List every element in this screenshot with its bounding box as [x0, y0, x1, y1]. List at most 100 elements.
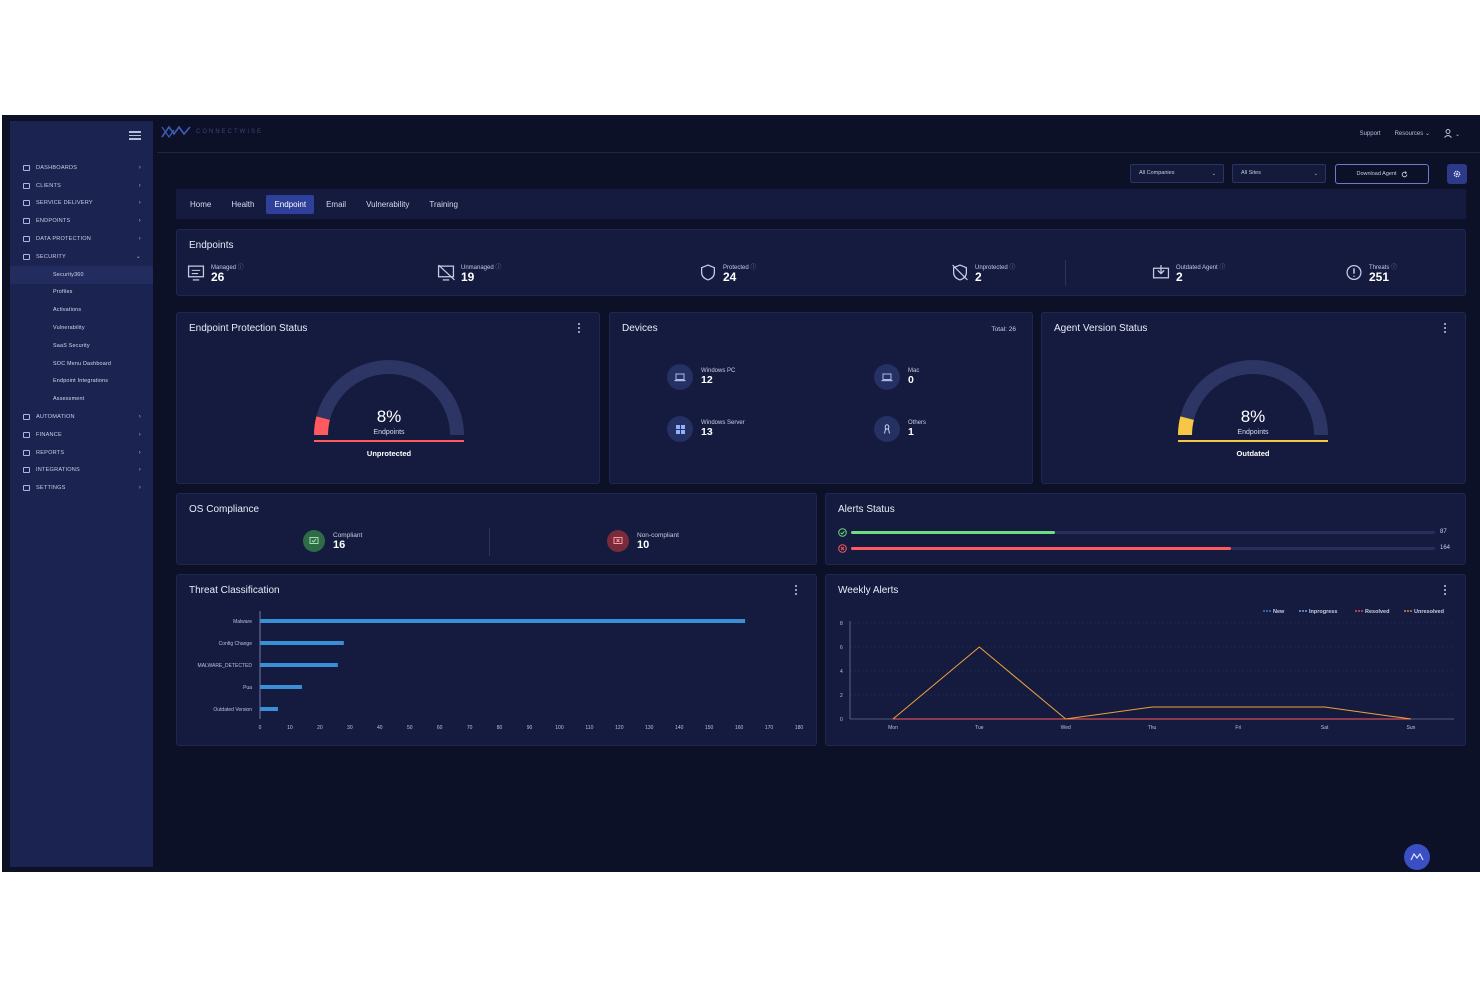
- agent-gauge-arc: [1178, 360, 1328, 436]
- protection-gauge: 8% Endpoints Unprotected: [309, 357, 469, 467]
- sidebar-item-service-delivery[interactable]: SERVICE DELIVERY ›: [10, 195, 153, 213]
- chevron-right-icon: ›: [138, 236, 141, 243]
- x-tick-label: 10: [287, 725, 293, 731]
- gear-icon: [1453, 170, 1461, 178]
- os-noncompliant[interactable]: Non-compliant 10: [607, 530, 679, 552]
- sidebar-item-label: SETTINGS: [36, 485, 66, 492]
- tab-training[interactable]: Training: [429, 199, 458, 209]
- threat-bar[interactable]: [260, 663, 338, 667]
- divider: [1065, 260, 1066, 286]
- endpoint-stat-value: 19: [461, 270, 475, 284]
- sidebar-item-security[interactable]: SECURITY ⌄: [10, 248, 153, 266]
- sidebar-subitem-assessment[interactable]: Assessment: [53, 396, 85, 403]
- more-options-icon[interactable]: [578, 323, 581, 335]
- endpoints-card: Endpoints Managed ⓘ 26 Unmanaged ⓘ 19 Protec…: [176, 229, 1466, 296]
- endpoint-stat-protected[interactable]: Protected ⓘ 24: [699, 262, 756, 283]
- chevron-down-icon: ⌄: [1454, 132, 1460, 138]
- device-windows-pc[interactable]: Windows PC 12: [667, 364, 735, 390]
- resolved-alerts-bar[interactable]: [851, 531, 1435, 534]
- series-line-unresolved[interactable]: [892, 646, 1412, 720]
- chevron-right-icon: ›: [138, 414, 141, 421]
- x-tick-label: Tue: [975, 725, 984, 731]
- menu-collapse-icon[interactable]: [129, 131, 141, 141]
- chevron-right-icon: ›: [138, 467, 141, 474]
- resources-menu[interactable]: Resources ⌄: [1395, 130, 1430, 137]
- threat-bar[interactable]: [260, 685, 302, 689]
- threat-bar[interactable]: [260, 619, 746, 623]
- endpoint-stat-outdated-agent[interactable]: Outdated Agent ⓘ 2: [1152, 262, 1225, 283]
- tab-home[interactable]: Home: [190, 199, 212, 209]
- x-circle-icon: [838, 544, 847, 553]
- chevron-right-icon: ›: [138, 449, 141, 456]
- sites-select[interactable]: All Sites ⌄: [1232, 164, 1326, 183]
- sidebar-subitem-profiles[interactable]: Profiles: [53, 289, 73, 296]
- threat-bar[interactable]: [260, 641, 344, 645]
- support-link[interactable]: Support: [1359, 130, 1381, 137]
- sidebar-item-automation[interactable]: AUTOMATION ›: [10, 408, 153, 426]
- endpoint-stat-threats[interactable]: Threats ⓘ 251: [1345, 262, 1397, 283]
- sidebar-subitem-saas-security[interactable]: SaaS Security: [53, 342, 90, 349]
- sidebar-subitem-endpoint-integrations[interactable]: Endpoint Integrations: [53, 378, 109, 385]
- threat-category-label: Config Change: [219, 641, 253, 647]
- brand-logo[interactable]: CONNECTWISE: [161, 125, 263, 139]
- endpoint-stat-unmanaged[interactable]: Unmanaged ⓘ 19: [437, 262, 501, 283]
- settings-button[interactable]: [1447, 164, 1467, 184]
- tab-health[interactable]: Health: [231, 199, 255, 209]
- more-options-icon[interactable]: [795, 585, 798, 597]
- x-tick-label: Sat: [1321, 725, 1329, 731]
- os-compliant[interactable]: Compliant 16: [303, 530, 362, 552]
- tab-email[interactable]: Email: [326, 199, 347, 209]
- endpoint-stat-managed[interactable]: Managed ⓘ 26: [187, 262, 244, 283]
- threat-bar[interactable]: [260, 707, 278, 711]
- chevron-down-icon: ⌄: [135, 254, 141, 261]
- more-options-icon[interactable]: [1444, 585, 1447, 597]
- protection-sub: Endpoints: [373, 429, 405, 436]
- sidebar-item-label: INTEGRATIONS: [36, 467, 80, 474]
- legend-label-new[interactable]: New: [1273, 609, 1285, 615]
- legend-label-resolved[interactable]: Resolved: [1365, 609, 1389, 615]
- user-menu[interactable]: ⌄: [1444, 129, 1460, 138]
- refresh-icon: [1401, 170, 1407, 177]
- sidebar-subitem-soc-menu-dashboard[interactable]: SOC Menu Dashboard: [53, 360, 112, 367]
- sidebar-subitem-activations[interactable]: Activations: [53, 307, 82, 314]
- protection-gauge-arc: [314, 360, 464, 436]
- gauge-track: [314, 360, 464, 436]
- sidebar-item-endpoints[interactable]: ENDPOINTS ›: [10, 212, 153, 230]
- legend-label-inprogress[interactable]: Inprogress: [1309, 609, 1337, 615]
- more-options-icon[interactable]: [1444, 323, 1447, 335]
- device-mac[interactable]: Mac 0: [874, 364, 919, 390]
- sidebar-item-finance[interactable]: FINANCE ›: [10, 426, 153, 444]
- agent-underline: [1178, 440, 1328, 442]
- tab-vulnerability[interactable]: Vulnerability: [366, 199, 410, 209]
- protection-underline: [314, 440, 464, 442]
- device-others[interactable]: Others 1: [874, 416, 926, 442]
- agent-percent: 8%: [1240, 407, 1266, 426]
- endpoint-stat-unprotected[interactable]: Unprotected ⓘ 2: [951, 262, 1015, 283]
- sidebar-item-data-protection[interactable]: DATA PROTECTION ›: [10, 230, 153, 248]
- sidebar-item-reports[interactable]: REPORTS ›: [10, 444, 153, 462]
- x-tick-label: 0: [259, 725, 262, 731]
- legend-label-unresolved[interactable]: Unresolved: [1414, 609, 1444, 615]
- companies-select[interactable]: All Companies ⌄: [1130, 164, 1224, 183]
- download-agent-button[interactable]: Download Agent: [1335, 164, 1429, 184]
- x-tick-label: 20: [317, 725, 323, 731]
- sidebar-item-settings[interactable]: SETTINGS ›: [10, 479, 153, 497]
- assistant-button[interactable]: [1404, 844, 1430, 870]
- device-count: 1: [908, 426, 914, 438]
- unresolved-alerts-bar[interactable]: [851, 547, 1435, 550]
- check-circle-icon: [838, 528, 847, 537]
- shield-icon: [700, 264, 716, 281]
- sidebar-item-integrations[interactable]: INTEGRATIONS ›: [10, 462, 153, 480]
- sidebar-item-clients[interactable]: CLIENTS ›: [10, 177, 153, 195]
- linux-icon: [874, 416, 900, 442]
- y-tick-label: 2: [840, 693, 843, 699]
- sites-value: All Sites: [1241, 170, 1261, 176]
- x-tick-label: 30: [347, 725, 353, 731]
- sidebar-subitem-security360[interactable]: Security360: [10, 265, 153, 284]
- device-windows-server[interactable]: Windows Server 13: [667, 416, 745, 442]
- chevron-down-icon: ⌄: [1313, 171, 1318, 177]
- tab-endpoint[interactable]: Endpoint: [266, 194, 315, 214]
- endpoint-stat-label: Unmanaged ⓘ: [461, 265, 502, 271]
- sidebar-subitem-vulnerability[interactable]: Vulnerability: [53, 325, 85, 332]
- sidebar-item-dashboards[interactable]: DASHBOARDS ›: [10, 159, 153, 177]
